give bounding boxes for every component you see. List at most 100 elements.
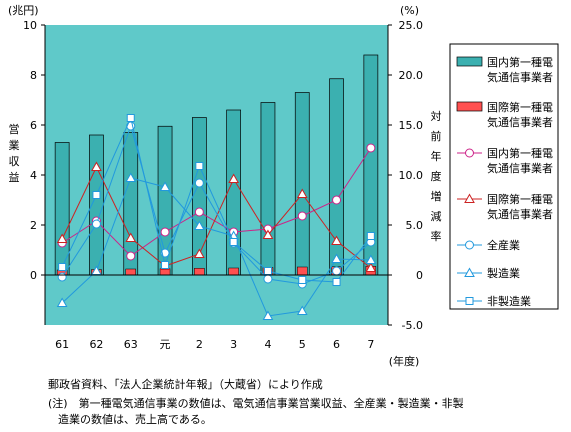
x-tick-label: 4 (264, 338, 271, 351)
point-2 (57, 272, 67, 282)
footnote-line-2: 造業の数値は、売上高である。 (58, 413, 212, 426)
series-line-4 (61, 116, 372, 283)
legend-box (449, 43, 559, 310)
x-tick-label: 6 (333, 338, 340, 351)
point-4 (126, 114, 135, 122)
right-tick-label: 5.0 (406, 219, 424, 232)
legend-swatch-bar (456, 56, 483, 67)
bar-domestic (54, 142, 70, 276)
legend-swatch-bar (456, 101, 483, 112)
x-tick-label: 63 (124, 338, 138, 351)
point-0 (366, 143, 376, 153)
point-1 (193, 248, 205, 258)
point-0 (297, 211, 307, 221)
point-4 (332, 278, 341, 286)
point-0 (160, 227, 170, 237)
point-0 (126, 251, 136, 261)
footnote-line-1: (注) 第一種電気通信事業の数値は、電気通信事業営業収益、全産業・製造業・非製 (48, 397, 464, 410)
bar-domestic (329, 78, 344, 276)
bar-domestic (260, 102, 276, 276)
point-4 (298, 276, 307, 284)
point-1 (91, 161, 102, 171)
left-tick-label: 10 (23, 19, 37, 32)
point-4 (58, 263, 67, 271)
bar-international (297, 266, 308, 276)
x-tick-label: 5 (299, 338, 306, 351)
bar-international (228, 267, 239, 276)
point-4 (263, 267, 272, 275)
series-line-1 (61, 165, 372, 269)
point-3 (125, 172, 137, 182)
right-tick-label: 10.0 (399, 169, 424, 182)
point-1 (228, 173, 240, 183)
legend-label-bar-1: 国際第一種電気通信事業者 (487, 100, 553, 129)
point-3 (296, 305, 308, 315)
point-1 (125, 232, 137, 242)
legend-marker (464, 193, 475, 203)
point-0 (194, 207, 204, 217)
series-line-3 (61, 177, 371, 317)
source-note: 郵政省資料、「法人企業統計年報」（大蔵省）により作成 (48, 378, 323, 391)
point-2 (263, 274, 273, 284)
left-tick-label: 4 (30, 169, 37, 182)
point-2 (332, 266, 342, 276)
bar-domestic (226, 109, 241, 276)
point-4 (161, 261, 170, 269)
point-1 (331, 235, 342, 245)
axes: 0 2 4 6 8 10 -5.0 0 5.0 10.0 15.0 20.0 25.0 61 62 63 元 2 3… (8, 4, 442, 368)
x-axis-title: (年度) (389, 354, 420, 368)
x-tick-label: 7 (367, 338, 374, 351)
bar-domestic (294, 92, 310, 276)
point-1 (262, 229, 274, 239)
point-4 (366, 232, 375, 240)
series-line-0 (61, 147, 372, 257)
x-tick-label: 元 (160, 338, 171, 351)
legend-marker (464, 267, 475, 277)
bar-international (194, 268, 205, 276)
right-tick-label: 0 (416, 269, 423, 282)
legend-marker (465, 297, 474, 305)
left-tick-label: 8 (30, 69, 37, 82)
legend-label-bar-0: 国内第一種電気通信事業者 (487, 55, 553, 84)
point-1 (56, 233, 68, 243)
legend: 国内第一種電気通信事業者国際第一種電気通信事業者国内第一種電気通信事業者国際第一… (449, 43, 559, 310)
x-tick-label: 61 (55, 338, 69, 351)
point-4 (195, 162, 204, 170)
left-axis-title: 営業収益 (9, 122, 20, 184)
left-tick-label: 0 (30, 269, 37, 282)
right-tick-label: 15.0 (399, 119, 424, 132)
legend-marker (465, 148, 474, 158)
bar-international (125, 268, 136, 276)
legend-marker (465, 240, 474, 250)
point-4 (229, 238, 238, 246)
legend-label-line-0: 国内第一種電気通信事業者 (487, 146, 553, 175)
legend-label-line-2: 全産業 (487, 238, 520, 252)
x-tick-label: 62 (89, 338, 103, 351)
legend-label-line-4: 非製造業 (487, 294, 531, 308)
series-line-2 (61, 124, 372, 285)
right-axis-title: 対前年度増減率 (431, 109, 442, 243)
legend-label-line-3: 製造業 (487, 266, 520, 280)
left-unit: (兆円) (8, 4, 39, 17)
right-tick-label: 25.0 (399, 19, 424, 32)
point-1 (365, 262, 377, 272)
point-3 (159, 181, 171, 191)
right-unit: (%) (400, 4, 419, 17)
right-tick-label: 20.0 (399, 69, 424, 82)
legend-label-line-1: 国際第一種電気通信事業者 (487, 192, 553, 221)
point-3 (56, 297, 68, 307)
x-tick-label: 2 (196, 338, 203, 351)
point-3 (331, 253, 342, 263)
point-3 (365, 254, 377, 264)
point-0 (332, 195, 342, 205)
point-1 (296, 188, 308, 198)
right-tick-label: -5.0 (402, 319, 423, 332)
point-2 (194, 178, 204, 188)
point-4 (92, 191, 101, 199)
point-3 (262, 310, 274, 320)
point-3 (193, 220, 205, 230)
left-tick-label: 6 (30, 119, 37, 132)
x-tick-label: 3 (230, 338, 237, 351)
point-2 (91, 219, 101, 229)
